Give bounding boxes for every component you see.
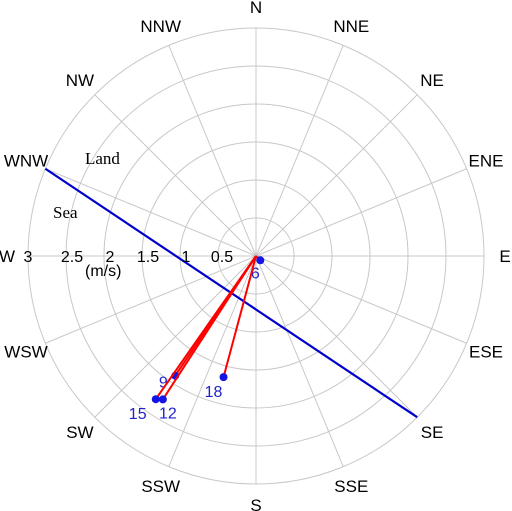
direction-label-ssw: SSW (141, 477, 180, 496)
direction-label-wnw: WNW (4, 152, 48, 171)
direction-label-nne: NNE (333, 17, 369, 36)
grid-spoke (168, 255, 257, 467)
wind-vector-point (158, 395, 167, 404)
grid-spoke (255, 45, 344, 257)
direction-label-nw: NW (66, 71, 94, 90)
wind-vector-hour-label: 9 (159, 375, 168, 392)
radial-tick-label: 3 (24, 249, 33, 266)
grid-spoke (168, 45, 257, 257)
radial-tick-label: 2 (106, 249, 115, 266)
polar-grid (27, 27, 485, 485)
grid-spoke (255, 255, 467, 344)
grid-spoke (45, 168, 257, 257)
wind-vector-hour-label: 18 (205, 384, 223, 401)
direction-label-e: E (499, 247, 510, 266)
wind-vector-point (219, 373, 228, 382)
direction-label-sw: SW (66, 423, 93, 442)
vector-layer: 6 9 12 15 18 (129, 255, 265, 423)
radial-tick-label: 2.5 (61, 249, 83, 266)
direction-label-se: SE (421, 423, 444, 442)
region-label-sea: Sea (53, 203, 78, 222)
radial-unit-label: (m/s) (85, 263, 121, 280)
direction-label-ese: ESE (469, 342, 503, 361)
wind-vector-point (151, 395, 160, 404)
grid-spoke (255, 255, 418, 418)
direction-label-nnw: NNW (140, 17, 181, 36)
direction-label-ne: NE (420, 71, 444, 90)
grid-spoke (255, 168, 467, 257)
grid-spoke (94, 94, 257, 257)
wind-vector-line (154, 255, 257, 400)
grid-spoke (45, 255, 257, 344)
direction-label-s: S (250, 496, 261, 511)
radial-tick-label: 1.5 (137, 249, 159, 266)
region-label-land: Land (85, 149, 120, 168)
direction-label-sse: SSE (334, 477, 368, 496)
radial-tick-label: 0.5 (211, 249, 233, 266)
wind-vector-point (256, 256, 265, 265)
grid-spoke (255, 255, 344, 467)
direction-label-wsw: WSW (4, 342, 47, 361)
direction-label-ene: ENE (469, 152, 504, 171)
wind-vector-line (222, 255, 257, 378)
grid-spoke (94, 255, 257, 418)
wind-vector-hour-label: 12 (159, 405, 177, 422)
direction-label-w: W (0, 247, 15, 266)
wind-vector-hour-label: 15 (129, 406, 147, 423)
wind-vector-hour-label: 6 (251, 265, 260, 282)
radial-tick-label: 1 (182, 249, 191, 266)
grid-spoke (255, 94, 418, 257)
direction-label-n: N (250, 0, 262, 17)
